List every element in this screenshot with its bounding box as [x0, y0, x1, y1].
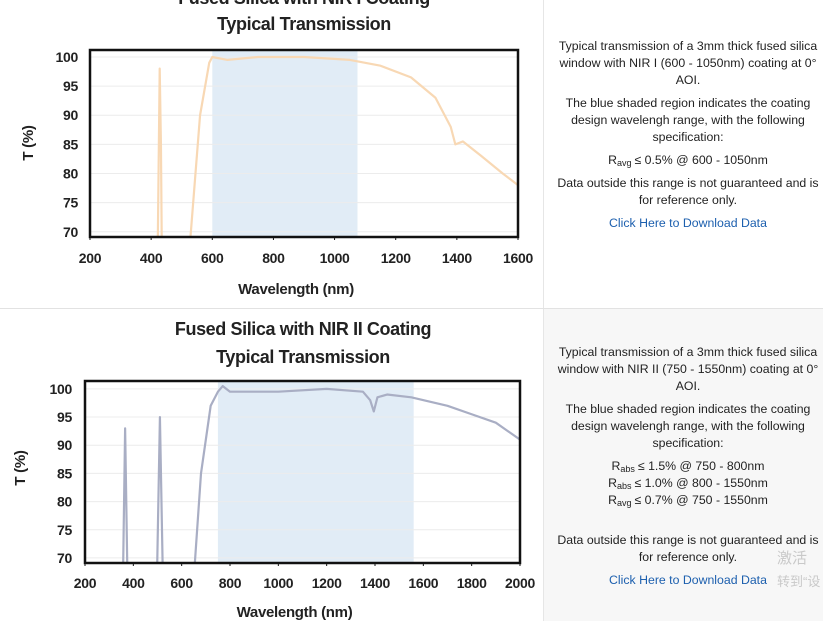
- shaded-range: [217, 381, 414, 563]
- x-tick-label: 1200: [312, 575, 342, 591]
- y-tick-label: 75: [63, 195, 78, 211]
- y-tick-label: 70: [57, 550, 72, 566]
- spec-symbol: R: [611, 459, 621, 473]
- spec: Rabs ≤ 1.5% @ 750 - 800nm: [554, 458, 822, 475]
- y-tick-label: 90: [57, 437, 72, 453]
- spec-sub: abs: [616, 481, 632, 491]
- x-tick-label: 1000: [263, 575, 293, 591]
- x-tick-label: 1400: [442, 250, 472, 266]
- chart-title: Fused Silica with NIR I Coating: [178, 0, 430, 8]
- transmission-line: [156, 55, 518, 237]
- spec: Rabs ≤ 1.0% @ 800 - 1550nm: [554, 475, 822, 492]
- y-tick-label: 80: [57, 494, 72, 510]
- x-tick-label: 2000: [505, 575, 535, 591]
- x-tick-label: 600: [201, 250, 224, 266]
- spec-list: Rabs ≤ 1.5% @ 750 - 800nm Rabs ≤ 1.0% @ 800…: [554, 458, 823, 509]
- y-tick-label: 95: [63, 78, 78, 94]
- transmission-line: [122, 384, 520, 563]
- plot-frame: [88, 48, 520, 239]
- x-tick-label: 1200: [381, 250, 411, 266]
- disclaimer: Data outside this range is not guarantee…: [557, 533, 819, 564]
- y-tick-label: 95: [57, 409, 72, 425]
- x-tick-label: 800: [219, 575, 242, 591]
- x-axis-label: Wavelength (nm): [237, 604, 353, 621]
- chart-subtitle: Typical Transmission: [216, 347, 390, 367]
- shading-note: The blue shaded region indicates the coa…: [565, 96, 811, 144]
- spec: Ravg ≤ 0.7% @ 750 - 1550nm: [554, 492, 822, 509]
- chart-subtitle: Typical Transmission: [217, 14, 391, 34]
- spec-symbol: R: [608, 476, 617, 490]
- chart-title: Fused Silica with NIR II Coating: [175, 319, 431, 339]
- plot-frame: [83, 379, 522, 565]
- x-tick-label: 1400: [360, 575, 390, 591]
- row-divider: [0, 308, 823, 309]
- spec-sub: abs: [620, 464, 635, 474]
- x-tick-label: 400: [122, 575, 145, 591]
- y-tick-label: 100: [50, 381, 73, 397]
- x-tick-label: 600: [170, 575, 193, 591]
- y-tick-label: 90: [63, 107, 78, 123]
- spec-text: ≤ 0.5% @ 600 - 1050nm: [634, 153, 768, 167]
- watermark: 激活: [777, 550, 808, 567]
- y-tick-label: 100: [56, 49, 79, 65]
- x-tick-label: 200: [74, 575, 97, 591]
- spec: Ravg ≤ 0.5% @ 600 - 1050nm: [554, 152, 822, 169]
- spacer: [554, 515, 823, 532]
- y-tick-label: 80: [63, 166, 78, 182]
- x-tick-label: 1000: [320, 250, 350, 266]
- spec-list: Ravg ≤ 0.5% @ 600 - 1050nm: [554, 152, 823, 169]
- watermark: 转到“设: [777, 574, 821, 589]
- shading-note: The blue shaded region indicates the coa…: [565, 402, 811, 450]
- y-axis-label: T (%): [12, 450, 29, 485]
- info-panel: Typical transmission of a 3mm thick fuse…: [543, 309, 823, 621]
- description: Typical transmission of a 3mm thick fuse…: [558, 39, 818, 87]
- spec-symbol: R: [608, 153, 617, 167]
- spec-text: ≤ 1.5% @ 750 - 800nm: [637, 459, 765, 473]
- spec-sub: avg: [616, 498, 632, 508]
- y-tick-label: 70: [63, 224, 78, 240]
- x-axis-label: Wavelength (nm): [238, 281, 354, 298]
- description: Typical transmission of a 3mm thick fuse…: [557, 345, 819, 393]
- y-tick-label: 85: [63, 136, 78, 152]
- x-tick-label: 200: [79, 250, 102, 266]
- spec-sub: avg: [616, 158, 632, 168]
- x-tick-label: 800: [262, 250, 285, 266]
- x-tick-label: 1800: [457, 575, 487, 591]
- download-link[interactable]: Click Here to Download Data: [609, 216, 767, 230]
- spec-symbol: R: [608, 493, 617, 507]
- spec-text: ≤ 0.7% @ 750 - 1550nm: [634, 493, 768, 507]
- y-axis-label: T (%): [20, 125, 37, 160]
- charts: 70 75 80 85 90 95 100 200 400 600 800 1000 1200 1400 1…: [12, 0, 536, 621]
- x-tick-label: 1600: [408, 575, 438, 591]
- disclaimer: Data outside this range is not guarantee…: [557, 176, 819, 207]
- shaded-range: [212, 50, 358, 237]
- y-tick-label: 85: [57, 465, 72, 481]
- x-tick-label: 400: [140, 250, 163, 266]
- y-tick-label: 75: [57, 522, 72, 538]
- spec-text: ≤ 1.0% @ 800 - 1550nm: [634, 476, 768, 490]
- x-tick-label: 1600: [503, 250, 533, 266]
- download-link[interactable]: Click Here to Download Data: [609, 573, 767, 587]
- info-panel: Typical transmission of a 3mm thick fuse…: [543, 0, 823, 308]
